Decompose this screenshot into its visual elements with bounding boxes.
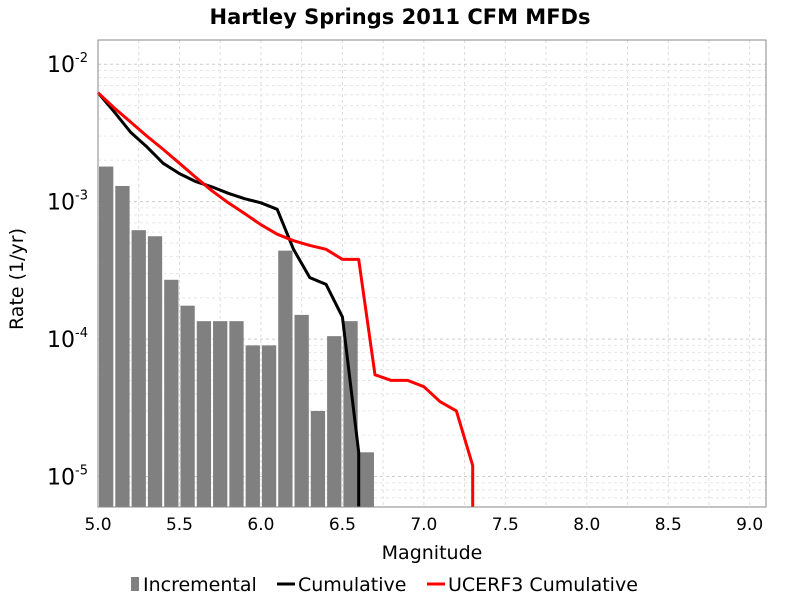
y-tick-label: 10-5 <box>47 464 88 491</box>
plot-frame <box>97 39 767 508</box>
incremental-bars <box>99 166 374 508</box>
y-tick-label: 10-2 <box>47 51 88 78</box>
incremental-bar <box>261 345 277 507</box>
legend: Incremental Cumulative UCERF3 Cumulative <box>131 574 638 596</box>
incremental-bar <box>164 279 179 507</box>
incremental-bar <box>196 321 212 507</box>
y-axis-label: Rate (1/yr) <box>6 228 28 330</box>
incremental-bar <box>180 305 195 507</box>
incremental-bar <box>99 166 114 507</box>
x-tick-label: 6.5 <box>329 515 356 535</box>
x-tick-label: 9.0 <box>736 515 763 535</box>
y-tick-exponent: -4 <box>75 326 88 341</box>
chart-title: Hartley Springs 2011 CFM MFDs <box>210 5 591 29</box>
cumulative-line <box>96 91 361 507</box>
incremental-bar <box>131 230 146 508</box>
incremental-bar <box>147 236 163 507</box>
y-tick-base: 10 <box>47 53 75 78</box>
y-tick-base: 10 <box>47 191 75 216</box>
incremental-bar <box>229 321 244 507</box>
incremental-bar <box>359 452 374 507</box>
x-tick-label: 7.5 <box>492 515 519 535</box>
y-tick-label: 10-3 <box>47 189 88 216</box>
legend-label: Incremental <box>143 574 257 596</box>
x-tick-label: 6.0 <box>247 515 274 535</box>
incremental-bar <box>327 336 342 507</box>
incremental-bar <box>245 345 260 507</box>
y-tick-label: 10-4 <box>47 326 88 353</box>
x-tick-label: 8.0 <box>573 515 600 535</box>
x-tick-labels: 5.0 5.5 6.0 6.5 7.0 7.5 8.0 8.5 9.0 <box>84 515 763 535</box>
y-tick-exponent: -3 <box>75 189 88 204</box>
x-axis-label: Magnitude <box>382 542 483 564</box>
legend-label: UCERF3 Cumulative <box>448 574 638 596</box>
y-tick-base: 10 <box>47 328 75 353</box>
incremental-bar <box>294 314 309 507</box>
legend-label: Cumulative <box>298 574 406 596</box>
incremental-bar <box>278 250 293 507</box>
series-lines <box>96 91 475 507</box>
x-tick-label: 5.5 <box>166 515 193 535</box>
legend-swatch-incremental <box>131 577 139 591</box>
incremental-bar <box>343 321 358 507</box>
y-tick-base: 10 <box>47 466 75 491</box>
incremental-bar <box>213 321 228 507</box>
incremental-bar <box>115 185 130 507</box>
ucerf3-cumulative-line <box>96 91 475 507</box>
x-tick-label: 8.5 <box>655 515 682 535</box>
x-tick-label: 7.0 <box>410 515 437 535</box>
x-tick-label: 5.0 <box>84 515 111 535</box>
y-tick-exponent: -2 <box>75 51 88 66</box>
y-tick-exponent: -5 <box>75 464 88 479</box>
y-tick-labels: 10-210-310-410-5 <box>47 51 88 490</box>
incremental-bar <box>310 410 326 507</box>
